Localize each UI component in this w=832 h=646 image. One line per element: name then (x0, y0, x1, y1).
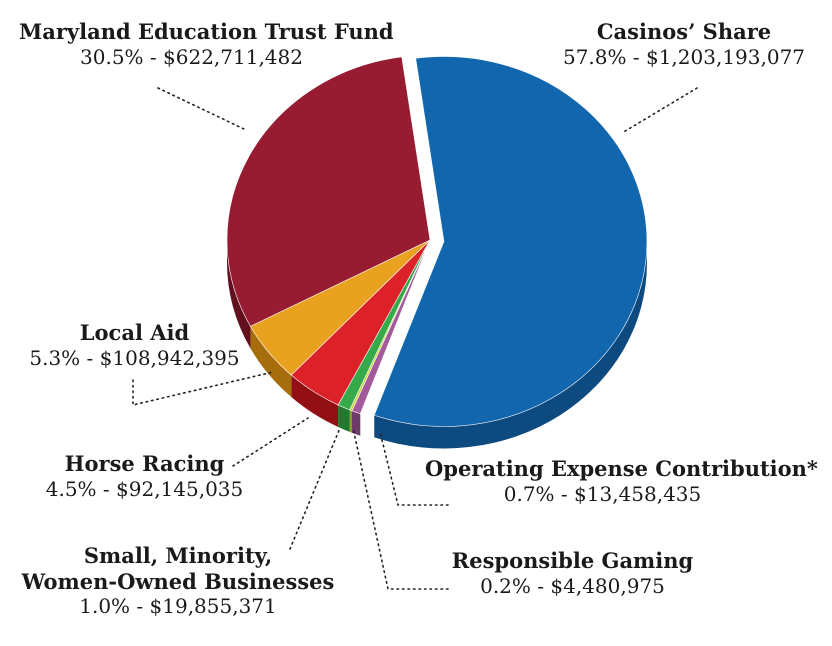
leader-line-horse-racing (232, 417, 309, 467)
label-horse-racing: Horse Racing 4.5% - $92,145,035 (22, 451, 267, 501)
pie-side-maryland-education-trust-fund (227, 240, 251, 349)
label-casinos: Casinos’ Share 57.8% - $1,203,193,077 (548, 19, 820, 69)
label-operating-expense: Operating Expense Contribution* 0.7% - $… (425, 456, 818, 506)
leader-line-operating-expense (379, 431, 449, 506)
label-operating-expense-value: 0.7% - $13,458,435 (503, 481, 702, 506)
pie-side-responsible-gaming (349, 409, 352, 433)
label-education-name: Maryland Education Trust Fund (19, 19, 394, 44)
leader-line-small-minority (289, 427, 341, 550)
label-small-minority-name-line1: Small, Minority, (83, 543, 273, 568)
label-casinos-value: 57.8% - $1,203,193,077 (562, 44, 806, 69)
label-local-aid: Local Aid 5.3% - $108,942,395 (12, 320, 257, 370)
pie-top-faces (226, 56, 648, 427)
label-operating-expense-name: Operating Expense Contribution* (425, 456, 818, 481)
label-responsible-gaming-value: 0.2% - $4,480,975 (480, 573, 665, 598)
label-horse-racing-value: 4.5% - $92,145,035 (45, 476, 244, 501)
pie-slice-casinos-share (373, 56, 648, 427)
label-education-value: 30.5% - $622,711,482 (80, 44, 303, 69)
label-small-minority-value: 1.0% - $19,855,371 (79, 594, 277, 619)
label-local-aid-value: 5.3% - $108,942,395 (29, 345, 240, 370)
label-responsible-gaming-name: Responsible Gaming (451, 548, 694, 573)
pie-side-local-aid (250, 326, 292, 398)
pie-slice-maryland-education-trust-fund (226, 56, 431, 327)
label-responsible-gaming: Responsible Gaming 0.2% - $4,480,975 (450, 548, 695, 598)
pie-side-horse-racing (291, 375, 339, 427)
leader-line-local-aid (132, 371, 274, 407)
leader-line-casinos (621, 87, 698, 134)
pie-side-operating-expense-contribution (351, 410, 361, 436)
label-horse-racing-name: Horse Racing (64, 451, 225, 476)
leader-line-responsible-gaming (352, 427, 449, 590)
label-small-minority-name-line2: Women-Owned Businesses (21, 568, 335, 594)
label-small-minority: Small, Minority, Women-Owned Businesses … (18, 543, 338, 619)
pie-side-small-minority-women-owned-businesses (338, 404, 350, 432)
leader-lines (132, 87, 698, 590)
label-education: Maryland Education Trust Fund 30.5% - $6… (19, 19, 394, 69)
leader-line-education (157, 87, 247, 131)
pie-side-walls (227, 240, 647, 449)
pie-side-casinos-share (374, 241, 647, 449)
label-casinos-name: Casinos’ Share (596, 19, 772, 44)
label-local-aid-name: Local Aid (79, 320, 190, 345)
